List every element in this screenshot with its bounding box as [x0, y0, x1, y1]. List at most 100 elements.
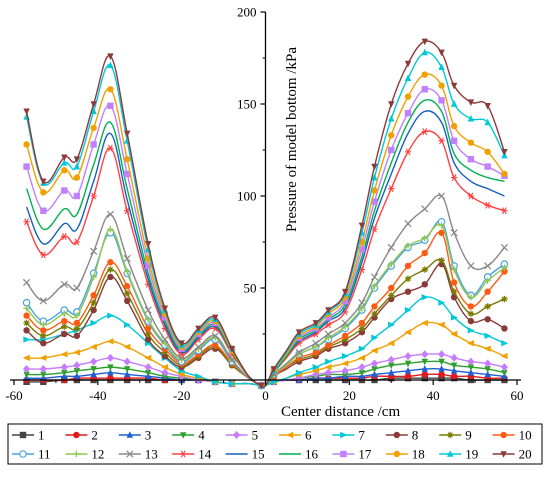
legend-item-9: 9	[439, 428, 472, 443]
data-point-17-8	[161, 314, 169, 321]
series-line-20	[25, 40, 506, 388]
data-point-5-23	[370, 359, 379, 368]
data-point-5-8	[161, 368, 169, 377]
data-point-3-27	[438, 365, 445, 372]
data-point-14-2	[61, 232, 68, 240]
data-point-12-26	[421, 235, 428, 242]
data-point-12-23	[371, 282, 378, 290]
data-point-6-22	[358, 354, 366, 362]
data-point-20-1	[40, 178, 47, 186]
data-point-18-1	[40, 189, 47, 196]
data-point-19-30	[484, 118, 491, 126]
data-point-4-25	[404, 360, 412, 368]
data-point-6-30	[483, 345, 491, 352]
data-point-20-8	[161, 305, 169, 313]
legend-item-15: 15	[225, 447, 265, 462]
data-point-9-28	[450, 288, 458, 295]
legend-label-4: 4	[198, 428, 205, 443]
x-tick-label-20: 20	[343, 388, 356, 403]
data-point-17-29	[467, 156, 475, 163]
data-point-12-7	[144, 316, 152, 323]
data-point-2-28	[450, 373, 458, 380]
data-point-7-24	[388, 321, 396, 328]
data-point-20-28	[450, 82, 458, 90]
legend-label-5: 5	[252, 428, 259, 443]
legend-label-19: 19	[465, 447, 478, 462]
series-layer	[22, 38, 509, 390]
data-point-3-24	[388, 368, 395, 376]
data-point-3-25	[404, 367, 412, 374]
data-point-18-29	[467, 139, 475, 146]
data-point-17-3	[73, 192, 81, 200]
data-point-17-22	[358, 246, 366, 253]
data-point-5-4	[90, 357, 98, 366]
data-point-19-3	[73, 162, 81, 170]
data-point-18-6	[123, 156, 131, 163]
legend-label-20: 20	[519, 447, 532, 462]
data-point-18-30	[484, 148, 491, 156]
data-point-14-3	[73, 238, 81, 246]
data-point-8-5	[107, 273, 114, 281]
data-point-13-23	[370, 273, 379, 281]
data-point-4-8	[161, 373, 169, 381]
legend-item-20: 20	[492, 447, 532, 462]
data-point-12-19	[312, 343, 319, 351]
data-point-20-5	[107, 53, 114, 60]
y-tick-label-50: 50	[244, 281, 257, 296]
data-point-7-22	[358, 345, 366, 352]
data-point-9-25	[404, 275, 412, 282]
legend-marker-2	[73, 431, 80, 439]
data-point-20-3	[73, 156, 81, 163]
data-point-20-26	[421, 38, 428, 46]
data-point-8-7	[144, 336, 152, 343]
legend-marker-13	[126, 450, 134, 458]
data-point-19-26	[421, 48, 428, 56]
data-point-4-3	[73, 368, 81, 375]
legend-marker-17	[340, 450, 347, 458]
data-point-10-0	[23, 312, 30, 319]
data-point-20-10	[195, 325, 202, 333]
data-point-20-2	[61, 154, 68, 162]
data-point-8-2	[61, 330, 68, 338]
data-point-7-23	[371, 334, 379, 341]
legend-marker-4	[180, 432, 187, 439]
y-tick-label-200: 200	[237, 5, 257, 20]
legend-item-2: 2	[65, 428, 98, 443]
data-point-4-1	[40, 371, 47, 379]
data-point-3-3	[73, 372, 81, 380]
data-point-17-27	[438, 97, 445, 104]
data-point-12-29	[467, 294, 475, 301]
data-point-18-5	[107, 86, 114, 93]
data-point-13-4	[90, 247, 98, 255]
data-point-9-30	[484, 303, 491, 310]
data-point-2-26	[421, 371, 428, 378]
series-19	[23, 48, 508, 389]
legend-marker-18	[393, 450, 400, 458]
data-point-8-6	[123, 297, 131, 305]
data-point-8-3	[73, 332, 81, 340]
data-point-13-26	[421, 205, 429, 213]
data-point-18-28	[450, 122, 458, 130]
data-point-13-9	[178, 354, 186, 362]
data-point-9-22	[358, 325, 366, 332]
data-point-6-7	[144, 354, 152, 362]
data-point-13-29	[467, 262, 475, 270]
data-point-10-20	[325, 341, 332, 349]
data-point-7-27	[438, 299, 446, 306]
data-point-13-21	[341, 319, 349, 327]
data-point-9-8	[161, 349, 169, 356]
legend-marker-14	[180, 450, 187, 458]
data-point-10-28	[450, 279, 458, 286]
data-point-6-23	[370, 347, 378, 354]
data-point-14-29	[467, 192, 475, 200]
legend-label-3: 3	[145, 428, 152, 443]
data-point-11-0	[22, 298, 31, 307]
data-point-4-24	[388, 362, 395, 370]
data-point-17-26	[421, 86, 428, 93]
legend-item-18: 18	[385, 447, 425, 462]
data-point-12-5	[107, 225, 114, 233]
legend-label-14: 14	[198, 447, 212, 462]
